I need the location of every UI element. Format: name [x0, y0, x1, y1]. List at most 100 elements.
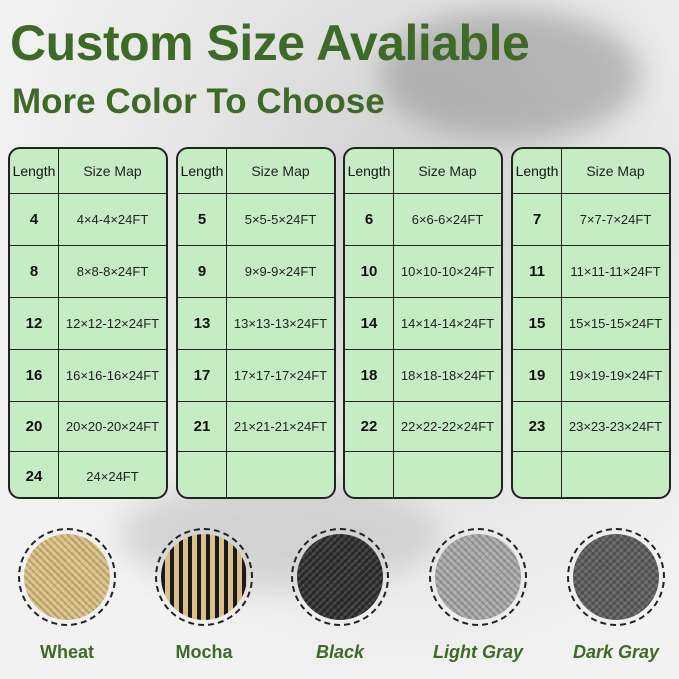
size-map-header: Size Map: [251, 163, 310, 179]
size-cell: 24×24FT: [86, 469, 139, 484]
size-map-header: Size Map: [586, 163, 645, 179]
length-cell: 5: [178, 194, 227, 245]
table-row: 4 4×4-4×24FT: [10, 194, 166, 246]
length-cell: 17: [178, 350, 227, 401]
table-row: 21 21×21-21×24FT: [178, 402, 334, 452]
size-cell: 9×9-9×24FT: [244, 264, 317, 279]
size-cell: 12×12-12×24FT: [65, 316, 160, 331]
table-row: [178, 452, 334, 497]
length-header: Length: [10, 149, 59, 193]
table-row: 13 13×13-13×24FT: [178, 298, 334, 350]
table-header: Length Size Map: [513, 149, 669, 194]
color-label: Black: [315, 642, 365, 662]
color-label: Light Gray: [432, 642, 523, 662]
size-cell: 20×20-20×24FT: [65, 419, 160, 434]
table-row: 19 19×19-19×24FT: [513, 350, 669, 402]
size-cell: [562, 452, 669, 497]
length-cell: 18: [345, 350, 394, 401]
background-machine: [380, 10, 640, 140]
length-cell: 20: [10, 402, 59, 451]
size-cell: 17×17-17×24FT: [233, 368, 328, 383]
size-cell: 19×19-19×24FT: [568, 368, 663, 383]
table-row: [345, 452, 501, 497]
color-swatch-wheat: [18, 528, 116, 626]
length-cell: 14: [345, 298, 394, 349]
size-cell: 7×7-7×24FT: [579, 212, 652, 227]
size-cell: 18×18-18×24FT: [400, 368, 495, 383]
table-row: 12 12×12-12×24FT: [10, 298, 166, 350]
size-cell: 13×13-13×24FT: [233, 316, 328, 331]
length-cell: 7: [513, 194, 562, 245]
fabric-texture: [161, 534, 247, 620]
table-header: Length Size Map: [345, 149, 501, 194]
length-cell: 19: [513, 350, 562, 401]
length-cell: 13: [178, 298, 227, 349]
size-cell: 4×4-4×24FT: [76, 212, 149, 227]
table-row: 23 23×23-23×24FT: [513, 402, 669, 452]
size-cell: 14×14-14×24FT: [400, 316, 495, 331]
length-header: Length: [178, 149, 227, 193]
size-cell: [394, 452, 501, 497]
table-header: Length Size Map: [178, 149, 334, 194]
size-cell: 15×15-15×24FT: [568, 316, 663, 331]
length-cell: 16: [10, 350, 59, 401]
table-row: 5 5×5-5×24FT: [178, 194, 334, 246]
size-table: Length Size Map 6 6×6-6×24FT 10 10×10-10×24FT…: [343, 147, 503, 499]
color-label: Mocha: [175, 642, 233, 662]
fabric-texture: [297, 534, 383, 620]
table-row: 9 9×9-9×24FT: [178, 246, 334, 298]
length-cell: 10: [345, 246, 394, 297]
color-label: Dark Gray: [572, 642, 660, 662]
length-header: Length: [345, 149, 394, 193]
length-cell: 24: [10, 452, 59, 497]
table-row: 14 14×14-14×24FT: [345, 298, 501, 350]
length-cell: 9: [178, 246, 227, 297]
size-cell: 11×11-11×24FT: [570, 264, 661, 279]
size-cell: 6×6-6×24FT: [411, 212, 484, 227]
length-cell: 23: [513, 402, 562, 451]
title: Custom Size Avaliable: [10, 15, 530, 71]
size-map-header: Size Map: [83, 163, 142, 179]
fabric-texture: [435, 534, 521, 620]
color-swatch-mocha: [155, 528, 253, 626]
color-swatch-light-gray: [429, 528, 527, 626]
size-cell: 21×21-21×24FT: [233, 419, 328, 434]
subtitle: More Color To Choose: [12, 82, 385, 121]
table-header: Length Size Map: [10, 149, 166, 194]
table-row: 8 8×8-8×24FT: [10, 246, 166, 298]
length-cell: 11: [513, 246, 562, 297]
table-row: 15 15×15-15×24FT: [513, 298, 669, 350]
size-cell: 23×23-23×24FT: [568, 419, 663, 434]
table-row: 11 11×11-11×24FT: [513, 246, 669, 298]
length-cell: 21: [178, 402, 227, 451]
table-row: 20 20×20-20×24FT: [10, 402, 166, 452]
size-table: Length Size Map 4 4×4-4×24FT 8 8×8-8×24FT 12 12…: [8, 147, 168, 499]
table-row: 7 7×7-7×24FT: [513, 194, 669, 246]
size-cell: [227, 452, 334, 497]
table-row: 17 17×17-17×24FT: [178, 350, 334, 402]
length-cell: [178, 452, 227, 497]
fabric-texture: [24, 534, 110, 620]
size-cell: 5×5-5×24FT: [244, 212, 317, 227]
length-header: Length: [513, 149, 562, 193]
size-table: Length Size Map 5 5×5-5×24FT 9 9×9-9×24FT 13 13…: [176, 147, 336, 499]
table-row: 18 18×18-18×24FT: [345, 350, 501, 402]
color-label: Wheat: [40, 642, 94, 662]
table-row: 24 24×24FT: [10, 452, 166, 497]
size-cell: 16×16-16×24FT: [65, 368, 160, 383]
length-cell: [513, 452, 562, 497]
color-swatch-black: [291, 528, 389, 626]
table-row: 22 22×22-22×24FT: [345, 402, 501, 452]
size-cell: 22×22-22×24FT: [400, 419, 495, 434]
length-cell: 15: [513, 298, 562, 349]
table-row: 6 6×6-6×24FT: [345, 194, 501, 246]
length-cell: 4: [10, 194, 59, 245]
table-row: [513, 452, 669, 497]
size-map-header: Size Map: [418, 163, 477, 179]
length-cell: [345, 452, 394, 497]
length-cell: 12: [10, 298, 59, 349]
length-cell: 6: [345, 194, 394, 245]
length-cell: 8: [10, 246, 59, 297]
size-table: Length Size Map 7 7×7-7×24FT 11 11×11-11×24FT…: [511, 147, 671, 499]
